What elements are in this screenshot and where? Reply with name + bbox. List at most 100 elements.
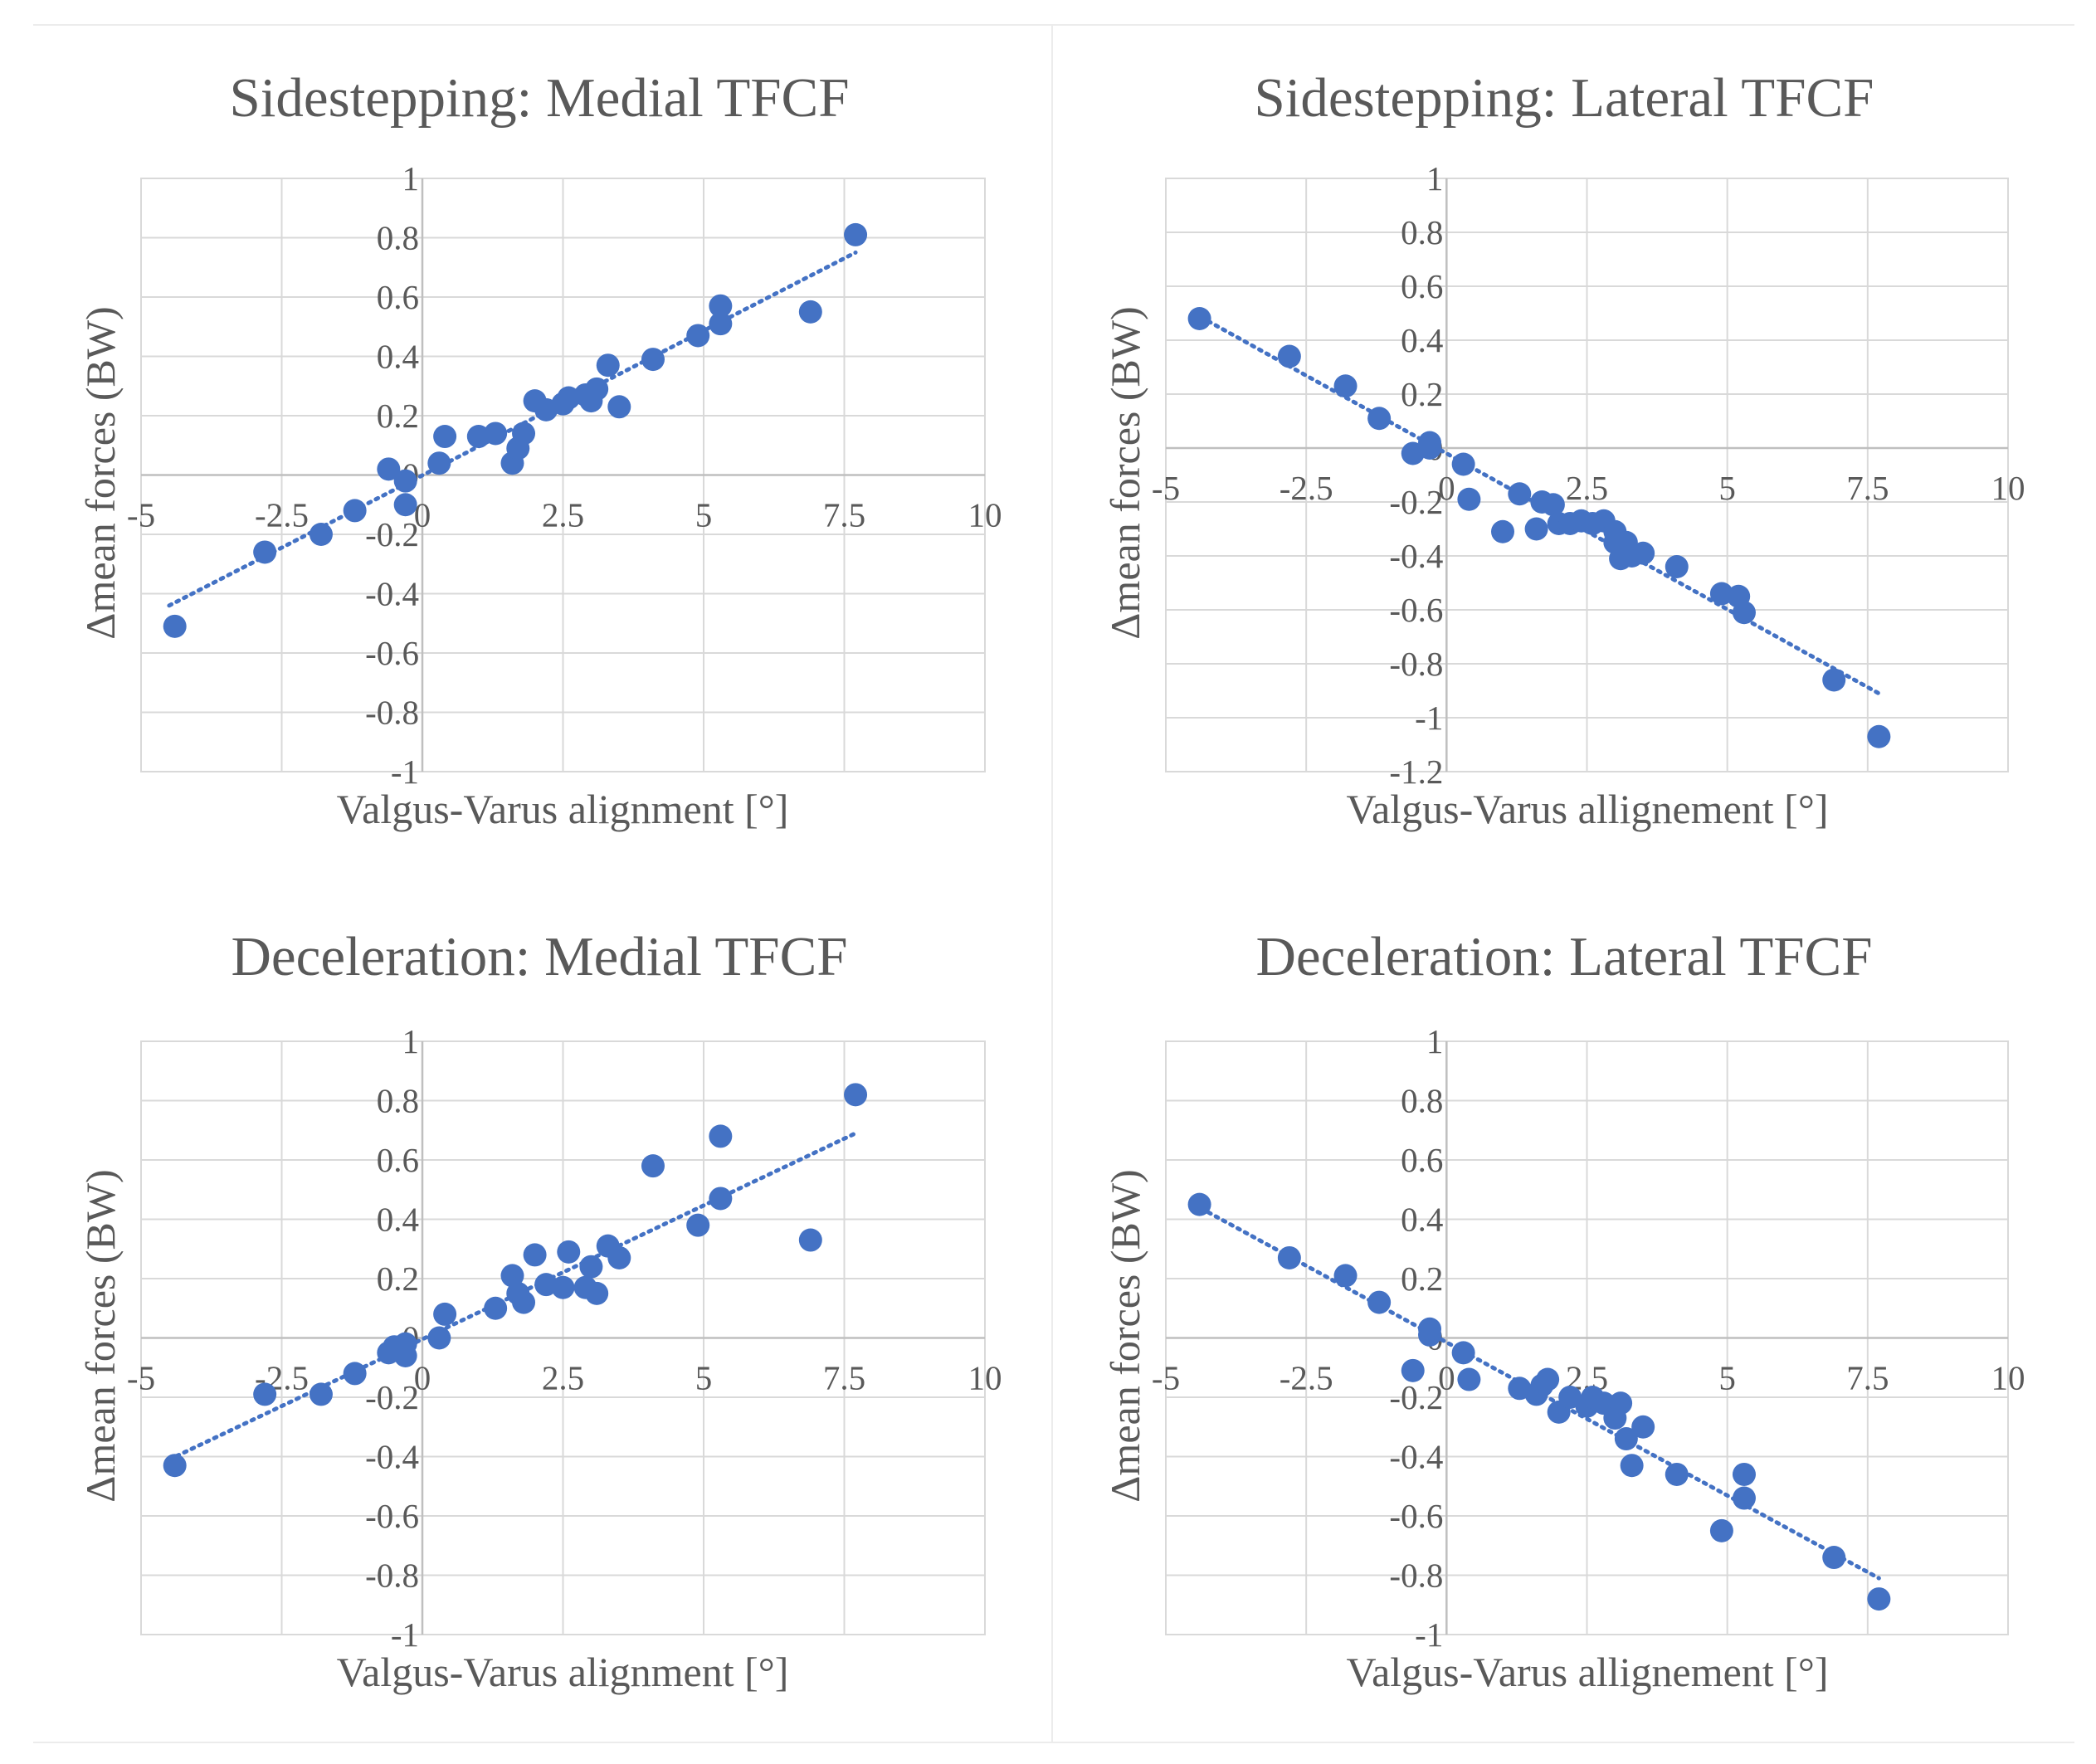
data-point <box>641 1154 665 1178</box>
y-tick-label: 0.8 <box>377 219 419 257</box>
x-tick-label: 5 <box>1718 469 1736 507</box>
data-point <box>1822 668 1846 692</box>
data-point <box>585 1281 609 1305</box>
data-point <box>427 451 451 475</box>
x-tick-label: 0 <box>414 1359 431 1397</box>
data-point <box>484 1296 508 1320</box>
data-point <box>433 1302 457 1326</box>
data-point <box>433 425 457 449</box>
y-tick-label: -0.6 <box>365 1497 419 1535</box>
data-point <box>1732 1486 1756 1510</box>
y-tick-label: 0.4 <box>377 338 419 376</box>
data-point <box>393 493 417 517</box>
y-tick-label: -0.6 <box>1389 1497 1443 1535</box>
y-tick-label: -0.8 <box>365 1557 419 1595</box>
data-point <box>500 1264 524 1288</box>
data-point <box>1401 1358 1425 1382</box>
y-tick-label: -0.4 <box>1389 1438 1443 1476</box>
data-point <box>1614 1427 1638 1451</box>
data-point <box>1732 1462 1756 1486</box>
y-tick-label: -0.2 <box>365 515 419 553</box>
data-point <box>343 499 367 523</box>
data-point <box>551 1275 575 1299</box>
data-point <box>1867 1587 1891 1611</box>
chart-title: Deceleration: Medial TFCF <box>231 926 847 987</box>
x-tick-label: 10 <box>1991 1359 2025 1397</box>
y-tick-label: 1 <box>402 159 420 197</box>
data-point <box>1822 1546 1846 1570</box>
y-tick-label: 1 <box>402 1022 420 1060</box>
y-tick-label: 1 <box>1426 159 1444 197</box>
x-axis-title: Valgus-Varus allignement [°] <box>1347 786 1829 832</box>
data-point <box>596 353 620 378</box>
y-tick-label: -1.2 <box>1389 753 1443 791</box>
data-point <box>798 1228 822 1252</box>
data-point <box>686 1213 710 1237</box>
data-point <box>607 1245 631 1269</box>
data-point <box>1536 1367 1560 1391</box>
data-point <box>709 312 733 336</box>
data-point <box>484 422 508 446</box>
y-tick-label: -0.2 <box>1389 483 1443 521</box>
data-point <box>1867 724 1891 748</box>
y-tick-label: 0.8 <box>1401 213 1443 251</box>
y-tick-label: 0.8 <box>377 1082 419 1120</box>
y-tick-label: -0.6 <box>1389 591 1443 629</box>
x-tick-label: -2.5 <box>255 496 309 534</box>
data-point <box>1665 555 1689 578</box>
x-tick-label: -5 <box>127 496 155 534</box>
x-tick-label: 5 <box>695 496 713 534</box>
y-tick-label: -0.4 <box>365 575 419 613</box>
data-point <box>1277 1245 1301 1269</box>
data-point <box>1457 1367 1481 1391</box>
x-tick-label: 7.5 <box>823 1359 865 1397</box>
chart-panel-3: -1-0.8-0.6-0.4-0.200.20.40.60.81-5-2.502… <box>77 926 1002 1695</box>
chart-title: Sidestepping: Medial TFCF <box>230 67 850 129</box>
data-point <box>1451 1341 1475 1365</box>
data-point <box>512 422 536 446</box>
data-point <box>427 1326 451 1350</box>
x-tick-label: 2.5 <box>542 1359 584 1397</box>
data-point <box>1333 1264 1358 1288</box>
x-tick-label: 10 <box>968 1359 1002 1397</box>
x-axis-title: Valgus-Varus alignment [°] <box>337 1649 789 1695</box>
data-point <box>253 540 277 564</box>
charts-container: -1-0.8-0.6-0.4-0.200.20.40.60.81-5-2.502… <box>77 67 2025 1695</box>
y-tick-label: 0.4 <box>1401 321 1443 359</box>
data-point <box>1631 541 1655 565</box>
chart-panel-2: -1.2 -1 -0.8 -0.6 -0.4 -0.20 0.2 0.4 0.6 0.8 1 -5 -2… <box>1102 67 2025 832</box>
y-tick-label: -0.4 <box>1389 537 1443 575</box>
x-axis-title: Valgus-Varus allignement [°] <box>1347 1649 1829 1695</box>
data-point <box>1367 407 1392 431</box>
data-point <box>1508 482 1532 506</box>
x-tick-label: 10 <box>968 496 1002 534</box>
y-tick-label: 0.6 <box>1401 267 1443 305</box>
data-point <box>557 1240 581 1264</box>
x-tick-label: 0 <box>1438 1359 1455 1397</box>
data-point <box>1451 452 1475 476</box>
data-point <box>512 1290 536 1314</box>
data-point <box>1732 601 1756 625</box>
data-point <box>393 1332 417 1356</box>
y-tick-label: 0.4 <box>377 1201 419 1239</box>
data-point <box>309 523 333 546</box>
data-point <box>1541 493 1565 517</box>
data-point <box>393 469 417 493</box>
x-tick-label: 7.5 <box>823 496 865 534</box>
x-tick-label: 7.5 <box>1846 1359 1889 1397</box>
y-axis-title: Δmean forces (BW) <box>1102 306 1148 639</box>
data-point <box>798 300 822 324</box>
y-tick-label: 1 <box>1426 1022 1444 1060</box>
x-tick-label: 2.5 <box>1566 469 1608 507</box>
data-point <box>1709 1518 1733 1542</box>
y-tick-label: 0.6 <box>377 278 419 316</box>
y-tick-label: -0.8 <box>1389 1557 1443 1595</box>
y-tick-label: 0.2 <box>1401 375 1443 413</box>
y-axis-title: Δmean forces (BW) <box>77 1169 124 1502</box>
x-tick-label: -5 <box>1152 469 1180 507</box>
data-point <box>1187 1192 1211 1216</box>
y-tick-label: 0.2 <box>377 397 419 435</box>
data-point <box>844 1083 868 1107</box>
y-tick-label: 0.4 <box>1401 1201 1443 1239</box>
